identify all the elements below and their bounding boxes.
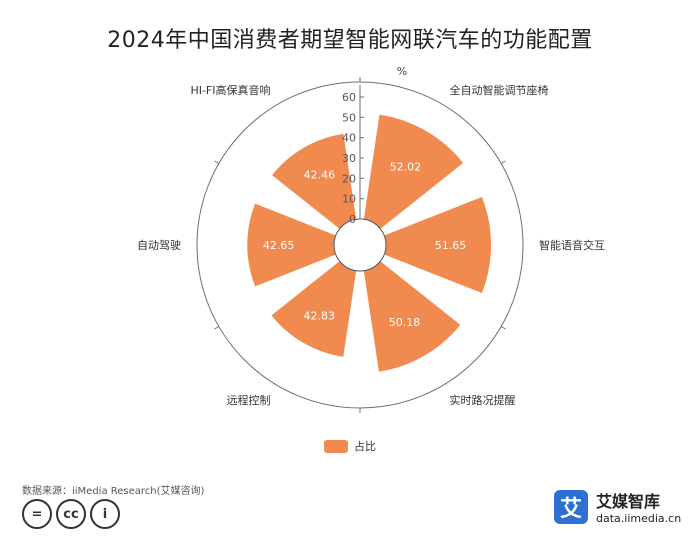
- radial-tick-label: 40: [342, 132, 356, 145]
- brand-logo: 艾: [554, 489, 588, 524]
- value-label: 50.18: [389, 316, 421, 329]
- angle-tick: [214, 160, 220, 164]
- radial-tick-label: 10: [342, 193, 356, 206]
- brand-url: data.iimedia.cn: [596, 512, 682, 525]
- radial-tick-label: 30: [342, 152, 356, 165]
- value-label: 42.46: [304, 169, 336, 182]
- category-label: 智能语音交互: [539, 238, 605, 252]
- brand: 艾 艾媒智库 data.iimedia.cn: [554, 488, 681, 525]
- brand-name: 艾媒智库: [596, 492, 661, 511]
- value-label: 52.02: [390, 160, 422, 173]
- bar-sector: [363, 114, 464, 229]
- radial-tick-label: 60: [342, 91, 356, 104]
- value-label: 42.65: [263, 239, 295, 252]
- creative-commons-icon: cc: [56, 499, 86, 529]
- bar-sector: [247, 203, 336, 287]
- category-label: 远程控制: [227, 393, 271, 407]
- source-note: 数据来源：iiMedia Research(艾媒咨询): [22, 486, 205, 497]
- category-label: 全自动智能调节座椅: [450, 83, 549, 97]
- category-label: 实时路况提醒: [450, 393, 516, 407]
- radial-unit-label: %: [397, 65, 407, 78]
- value-label: 42.83: [303, 310, 335, 323]
- bar-sector: [272, 133, 357, 229]
- no-derivatives-icon: =: [22, 499, 52, 529]
- legend-swatch: [324, 439, 348, 453]
- category-label: 自动驾驶: [137, 238, 181, 252]
- radial-tick-label: 50: [342, 111, 356, 124]
- legend-label: 占比: [354, 440, 376, 453]
- bar-sector: [384, 196, 492, 294]
- angle-tick: [500, 326, 506, 330]
- radial-tick-label: 20: [342, 172, 356, 185]
- angle-tick: [500, 160, 506, 164]
- bar-sector: [363, 261, 461, 372]
- legend[interactable]: 占比: [0, 438, 700, 454]
- radial-tick-label: 0: [349, 213, 356, 226]
- inner-hole: [333, 218, 387, 272]
- bar-sector: [271, 261, 357, 357]
- category-label: HI-FI高保真音响: [190, 83, 270, 97]
- angle-tick: [214, 326, 220, 330]
- value-label: 51.65: [435, 239, 467, 252]
- attribution-icon: i: [90, 499, 120, 529]
- license-icons: = cc i: [22, 499, 120, 529]
- chart-title: 2024年中国消费者期望智能网联汽车的功能配置: [107, 28, 593, 53]
